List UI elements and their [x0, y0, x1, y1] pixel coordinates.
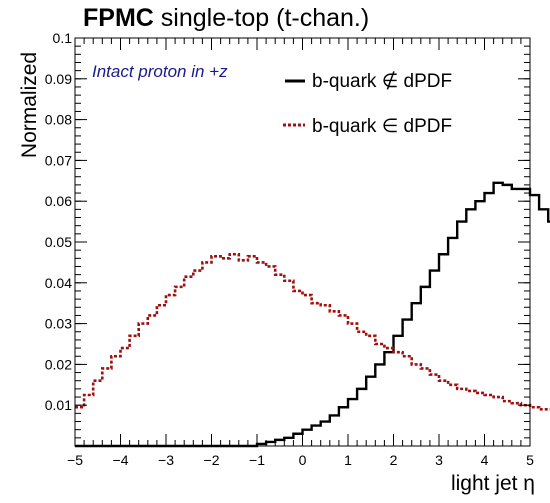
- x-tick-label: −2: [204, 452, 220, 468]
- y-tick-label: 0.07: [45, 152, 72, 168]
- legend-layer: [283, 79, 305, 127]
- x-tick-label: −4: [113, 452, 129, 468]
- y-tick-label: 0.05: [45, 234, 72, 250]
- legend-label-series-1: b-quark ∈ dPDF: [312, 116, 453, 137]
- x-tick-label: 5: [526, 452, 534, 468]
- x-tick-label: 4: [481, 452, 489, 468]
- x-tick-label: −5: [67, 452, 83, 468]
- x-tick-label: −3: [158, 452, 174, 468]
- series-line-1: [75, 252, 550, 411]
- annotation-text: Intact proton in +z: [92, 62, 228, 81]
- chart-title: FPMC single-top (t-chan.): [83, 4, 369, 33]
- y-tick-label: 0.03: [45, 316, 72, 332]
- y-tick-label: 0.08: [45, 112, 72, 128]
- series-line-0: [75, 181, 550, 448]
- y-tick-label: 0.06: [45, 193, 72, 209]
- plot-frame: [74, 37, 531, 447]
- x-tick-label: 2: [390, 452, 398, 468]
- x-tick-label: 3: [435, 452, 443, 468]
- y-axis-label: Normalized: [18, 51, 41, 159]
- x-tick-label: −1: [249, 452, 265, 468]
- y-tick-label: 0.02: [45, 356, 72, 372]
- axis-layer: −5 −4 −3 −2 −1 0 1 2 3 4 5 0.01 0.02 0.03 0.04 0.05 0.06…: [45, 30, 534, 468]
- chart-title-rest: single-top (t-chan.): [160, 4, 370, 32]
- plot-layer: [75, 181, 550, 448]
- y-tick-label: 0.01: [45, 397, 72, 413]
- chart-title-bold: FPMC: [83, 4, 154, 32]
- legend-label-series-0: b-quark ∉ dPDF: [312, 71, 453, 92]
- y-tick-label: 0.09: [45, 71, 72, 87]
- y-tick-label: 0.04: [45, 275, 72, 291]
- y-tick-label: 0.1: [53, 30, 73, 46]
- x-axis-label: light jet η: [450, 472, 535, 495]
- x-tick-label: 1: [344, 452, 352, 468]
- x-tick-label: 0: [299, 452, 307, 468]
